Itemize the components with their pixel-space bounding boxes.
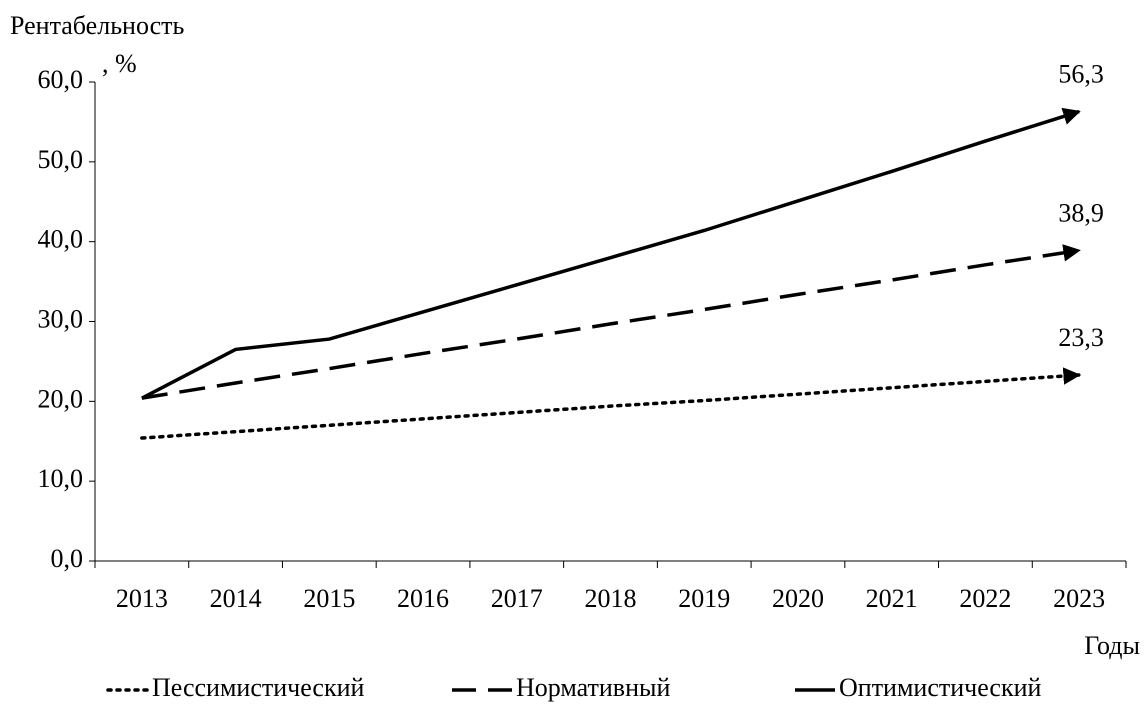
y-axis-label: , %	[102, 49, 137, 78]
x-tick-label: 2022	[959, 584, 1011, 613]
x-tick-label: 2020	[772, 584, 824, 613]
series-line	[140, 367, 1081, 440]
y-axis-label: Рентабельность	[10, 11, 185, 40]
y-tick-label: 0,0	[51, 544, 84, 573]
legend-label: Пессимистический	[152, 673, 364, 702]
data-label: 56,3	[1058, 60, 1104, 89]
y-tick-label: 30,0	[38, 304, 84, 333]
y-tick-label: 50,0	[38, 145, 84, 174]
y-tick-label: 40,0	[38, 225, 84, 254]
x-tick-label: 2014	[210, 584, 262, 613]
y-tick-label: 20,0	[38, 384, 84, 413]
legend-label: Нормативный	[516, 673, 670, 702]
x-axis-label: Годы	[1084, 631, 1140, 660]
x-tick-label: 2013	[116, 584, 168, 613]
x-tick-label: 2017	[491, 584, 543, 613]
data-label: 23,3	[1058, 323, 1104, 352]
series-line	[141, 244, 1081, 400]
y-tick-label: 60,0	[38, 65, 84, 94]
x-tick-label: 2016	[397, 584, 449, 613]
x-tick-label: 2019	[678, 584, 730, 613]
y-tick-label: 10,0	[38, 464, 84, 493]
x-tick-label: 2015	[303, 584, 355, 613]
series-line	[141, 107, 1081, 400]
x-tick-label: 2023	[1053, 584, 1105, 613]
x-tick-label: 2018	[585, 584, 637, 613]
legend-label: Оптимистический	[839, 673, 1042, 702]
x-tick-label: 2021	[866, 584, 918, 613]
data-label: 38,9	[1058, 198, 1104, 227]
